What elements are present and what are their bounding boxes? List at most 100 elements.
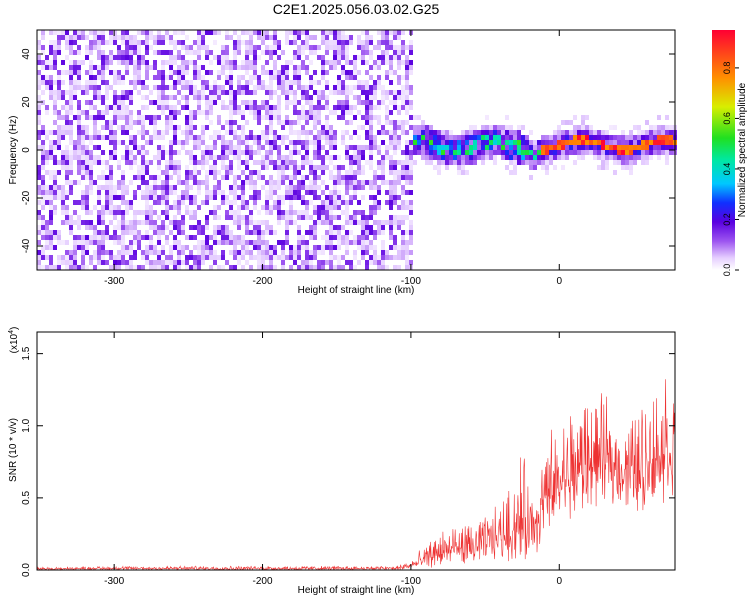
heatmap-cell [169,185,173,190]
heatmap-cell [377,45,381,50]
heatmap-cell [257,45,261,50]
heatmap-cell [157,240,161,245]
heatmap-cell [317,195,321,200]
heatmap-cell [405,45,409,50]
heatmap-cell [49,95,53,100]
heatmap-cell [277,115,281,120]
heatmap-y-tick-label: -20 [21,190,32,205]
heatmap-cell [165,150,169,155]
heatmap-cell [277,110,281,115]
heatmap-cell [397,75,401,80]
heatmap-cell [141,155,145,160]
heatmap-cell [85,155,89,160]
heatmap-cell [73,90,77,95]
heatmap-cell [381,130,385,135]
heatmap-cell [305,150,309,155]
heatmap-cell [129,110,133,115]
heatmap-cell [221,85,225,90]
heatmap-cell [309,235,313,240]
heatmap-cell [497,125,501,130]
heatmap-cell [485,115,489,120]
heatmap-cell [205,180,209,185]
heatmap-cell [313,90,317,95]
heatmap-cell [101,110,105,115]
heatmap-cell [357,165,361,170]
heatmap-cell [233,60,237,65]
heatmap-cell [113,215,117,220]
heatmap-cell [237,165,241,170]
heatmap-cell [57,80,61,85]
heatmap-cell [273,205,277,210]
heatmap-cell [45,265,49,270]
heatmap-cell [129,140,133,145]
heatmap-cell [61,70,65,75]
heatmap-cell [457,155,461,160]
heatmap-cell [573,125,577,130]
heatmap-cell [217,130,221,135]
heatmap-cell [105,200,109,205]
heatmap-cell [309,165,313,170]
heatmap-cell [381,255,385,260]
heatmap-cell [165,35,169,40]
heatmap-cell [193,125,197,130]
heatmap-cell [93,155,97,160]
heatmap-cell [201,95,205,100]
heatmap-x-tick-label: -200 [253,276,273,287]
heatmap-cell [293,95,297,100]
heatmap-cell [57,170,61,175]
heatmap-cell [157,230,161,235]
heatmap-cell [85,110,89,115]
heatmap-cell [289,210,293,215]
heatmap-cell [181,70,185,75]
heatmap-cell [165,235,169,240]
heatmap-cell [365,50,369,55]
heatmap-cell [389,195,393,200]
heatmap-cell [369,165,373,170]
heatmap-cell [269,265,273,270]
heatmap-cell [125,265,129,270]
heatmap-cell [289,180,293,185]
heatmap-cell [393,70,397,75]
heatmap-cell [369,95,373,100]
heatmap-cell [41,225,45,230]
heatmap-cell [501,130,505,135]
heatmap-cell [377,120,381,125]
heatmap-cell [217,30,221,35]
heatmap-cell [269,85,273,90]
colorbar-tick-label: 0.0 [722,264,732,277]
heatmap-cell [121,140,125,145]
heatmap-cell [45,75,49,80]
heatmap-cell [181,140,185,145]
heatmap-cell [333,175,337,180]
heatmap-cell [53,80,57,85]
heatmap-cell [49,45,53,50]
heatmap-cell [341,50,345,55]
heatmap-cell [349,220,353,225]
heatmap-cell [109,125,113,130]
heatmap-cell [101,255,105,260]
heatmap-cell [213,190,217,195]
heatmap-cell [77,235,81,240]
heatmap-cell [145,215,149,220]
heatmap-cell [281,215,285,220]
heatmap-cell [45,110,49,115]
heatmap-cell [145,75,149,80]
heatmap-cell [93,240,97,245]
snr-scale-base: (x10 [9,333,20,353]
heatmap-cell [305,145,309,150]
heatmap-cell [141,60,145,65]
heatmap-cell [249,230,253,235]
heatmap-cell [393,245,397,250]
heatmap-cell [441,135,445,140]
heatmap-cell [197,75,201,80]
heatmap-cell [197,185,201,190]
heatmap-cell [117,75,121,80]
heatmap-cell [481,135,485,140]
heatmap-cell [445,135,449,140]
heatmap-cell [181,130,185,135]
heatmap-cell [381,220,385,225]
heatmap-cell [429,145,433,150]
heatmap-cell [53,210,57,215]
heatmap-cell [641,140,645,145]
heatmap-cell [237,125,241,130]
